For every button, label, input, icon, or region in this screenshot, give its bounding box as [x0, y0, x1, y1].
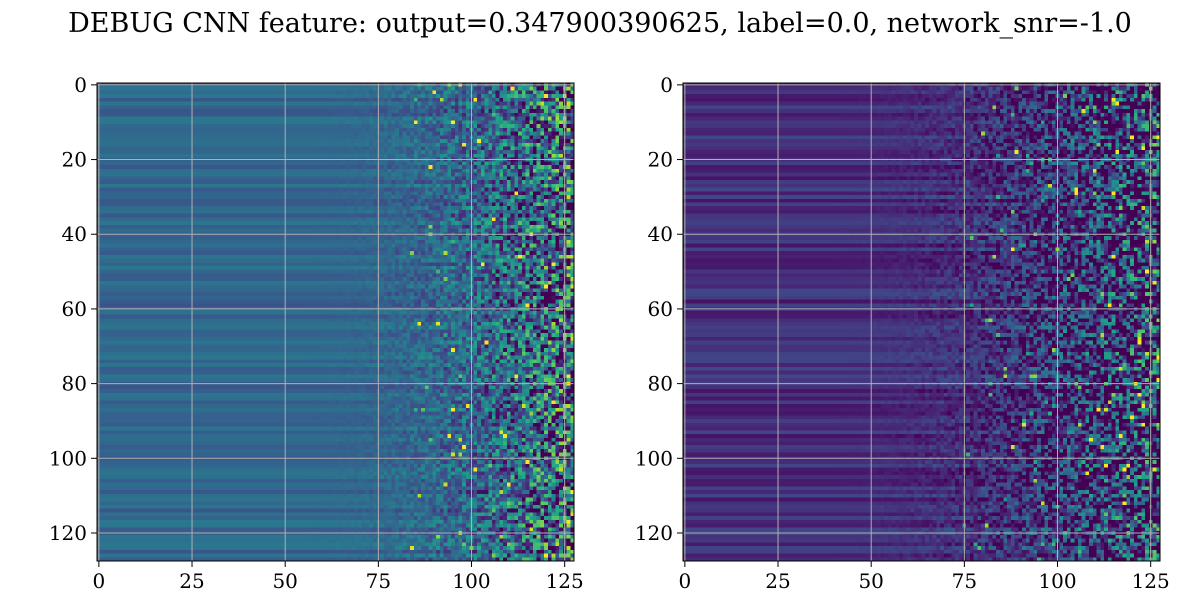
right-axes-frame [682, 82, 1161, 562]
left-ytick-label-20: 20 [62, 148, 87, 172]
left-xtick-label-25: 25 [179, 569, 204, 593]
axes-right: 0 25 50 75 100 125 0 20 40 60 80 100 120 [635, 73, 1170, 593]
left-ytick-label-0: 0 [74, 73, 87, 97]
right-ytick-label-120: 120 [635, 521, 673, 545]
right-ytick-label-60: 60 [648, 297, 673, 321]
left-xtick-label-0: 0 [92, 569, 105, 593]
axes-left: 0 25 50 75 100 125 0 20 40 60 80 100 120 [49, 73, 584, 593]
heatmap-image-left [97, 83, 574, 561]
left-ytick-label-80: 80 [62, 372, 87, 396]
left-ytick-label-100: 100 [49, 446, 87, 470]
right-xtick-label-125: 125 [1132, 569, 1170, 593]
left-ytick-label-60: 60 [62, 297, 87, 321]
left-xtick-label-50: 50 [272, 569, 297, 593]
left-ytick-label-40: 40 [62, 222, 87, 246]
right-ytick-label-0: 0 [660, 73, 673, 97]
left-xtick-label-125: 125 [546, 569, 584, 593]
right-xtick-label-75: 75 [952, 569, 977, 593]
left-ytick-label-120: 120 [49, 521, 87, 545]
right-xtick-label-25: 25 [765, 569, 790, 593]
right-xtick-label-0: 0 [678, 569, 691, 593]
figure-title: DEBUG CNN feature: output=0.347900390625… [68, 8, 1132, 39]
right-ytick-label-100: 100 [635, 446, 673, 470]
left-xtick-label-75: 75 [366, 569, 391, 593]
left-axes-frame [96, 82, 575, 562]
right-ytick-label-40: 40 [648, 222, 673, 246]
right-xtick-label-100: 100 [1038, 569, 1076, 593]
left-xtick-label-100: 100 [452, 569, 490, 593]
right-xtick-label-50: 50 [858, 569, 883, 593]
heatmap-panel-left: 0 25 50 75 100 125 0 20 40 60 80 100 120 [49, 73, 584, 593]
heatmap-panel-right: 0 25 50 75 100 125 0 20 40 60 80 100 120 [635, 73, 1170, 593]
heatmap-image-right [683, 83, 1160, 561]
right-ytick-label-20: 20 [648, 148, 673, 172]
right-ytick-label-80: 80 [648, 372, 673, 396]
